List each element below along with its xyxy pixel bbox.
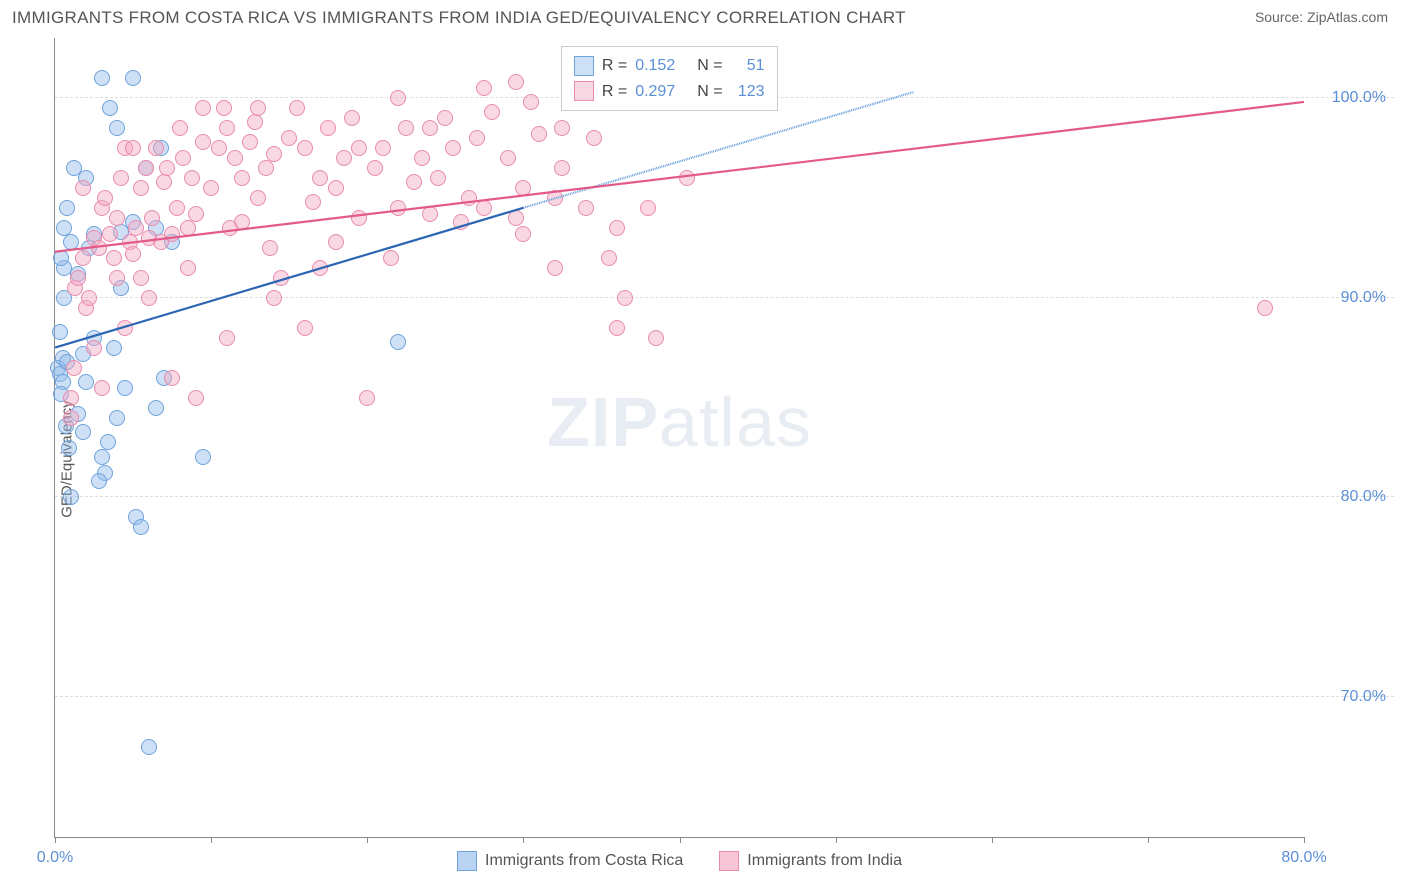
legend-label: Immigrants from Costa Rica [485, 852, 683, 870]
correlation-legend: R = 0.152 N = 51 R = 0.297 N = 123 [561, 46, 778, 111]
chart-area: GED/Equivalency ZIPatlas 70.0%80.0%90.0%… [12, 38, 1394, 880]
x-tick [680, 837, 681, 843]
y-tick-label: 90.0% [1341, 289, 1386, 307]
x-tick [367, 837, 368, 843]
n-value: 51 [731, 53, 765, 79]
series-legend: Immigrants from Costa Rica Immigrants fro… [55, 851, 1304, 871]
legend-swatch [719, 851, 739, 871]
legend-row: R = 0.297 N = 123 [574, 79, 765, 105]
r-value: 0.152 [635, 53, 689, 79]
legend-row: R = 0.152 N = 51 [574, 53, 765, 79]
legend-item: Immigrants from India [719, 851, 902, 871]
legend-swatch [574, 56, 594, 76]
y-tick-label: 70.0% [1341, 688, 1386, 706]
x-tick [55, 837, 56, 843]
x-tick [1304, 837, 1305, 843]
legend-item: Immigrants from Costa Rica [457, 851, 683, 871]
y-tick-label: 100.0% [1332, 89, 1386, 107]
n-label: N = [697, 53, 722, 79]
legend-label: Immigrants from India [747, 852, 902, 870]
regression-lines [55, 38, 1304, 837]
x-tick [1148, 837, 1149, 843]
x-tick [523, 837, 524, 843]
r-label: R = [602, 79, 627, 105]
r-value: 0.297 [635, 79, 689, 105]
source-label: Source: ZipAtlas.com [1255, 9, 1388, 27]
source-prefix: Source: [1255, 9, 1307, 25]
x-tick [992, 837, 993, 843]
source-name: ZipAtlas.com [1307, 9, 1388, 25]
x-tick [836, 837, 837, 843]
n-value: 123 [731, 79, 765, 105]
y-tick-label: 80.0% [1341, 488, 1386, 506]
scatter-plot: ZIPatlas 70.0%80.0%90.0%100.0%0.0%80.0%R… [54, 38, 1304, 838]
chart-title: IMMIGRANTS FROM COSTA RICA VS IMMIGRANTS… [12, 8, 906, 28]
legend-swatch [457, 851, 477, 871]
legend-swatch [574, 81, 594, 101]
r-label: R = [602, 53, 627, 79]
x-tick [211, 837, 212, 843]
n-label: N = [697, 79, 722, 105]
